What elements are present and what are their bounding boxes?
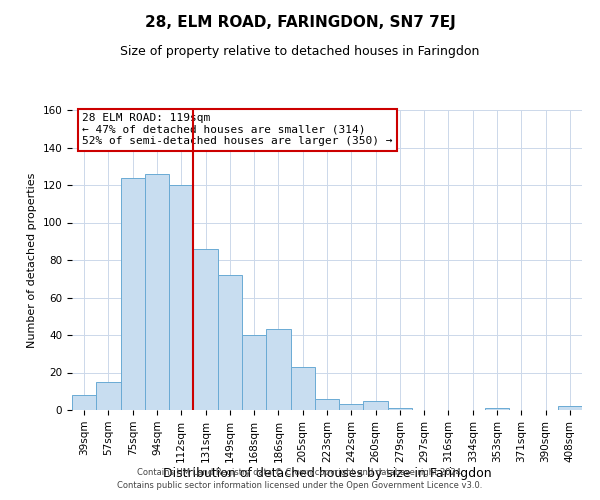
Y-axis label: Number of detached properties: Number of detached properties — [27, 172, 37, 348]
Bar — [242, 335, 266, 410]
Bar — [290, 367, 315, 410]
Bar — [315, 399, 339, 410]
Bar — [121, 178, 145, 410]
Bar — [364, 400, 388, 410]
X-axis label: Distribution of detached houses by size in Faringdon: Distribution of detached houses by size … — [163, 468, 491, 480]
Bar — [485, 408, 509, 410]
Bar — [558, 406, 582, 410]
Bar — [266, 330, 290, 410]
Bar — [72, 395, 96, 410]
Text: Contains HM Land Registry data © Crown copyright and database right 2024.
Contai: Contains HM Land Registry data © Crown c… — [118, 468, 482, 490]
Bar — [96, 382, 121, 410]
Bar — [218, 275, 242, 410]
Text: 28, ELM ROAD, FARINGDON, SN7 7EJ: 28, ELM ROAD, FARINGDON, SN7 7EJ — [145, 15, 455, 30]
Bar — [193, 248, 218, 410]
Bar — [339, 404, 364, 410]
Text: Size of property relative to detached houses in Faringdon: Size of property relative to detached ho… — [121, 45, 479, 58]
Bar — [145, 174, 169, 410]
Bar — [388, 408, 412, 410]
Text: 28 ELM ROAD: 119sqm
← 47% of detached houses are smaller (314)
52% of semi-detac: 28 ELM ROAD: 119sqm ← 47% of detached ho… — [82, 113, 392, 146]
Bar — [169, 185, 193, 410]
